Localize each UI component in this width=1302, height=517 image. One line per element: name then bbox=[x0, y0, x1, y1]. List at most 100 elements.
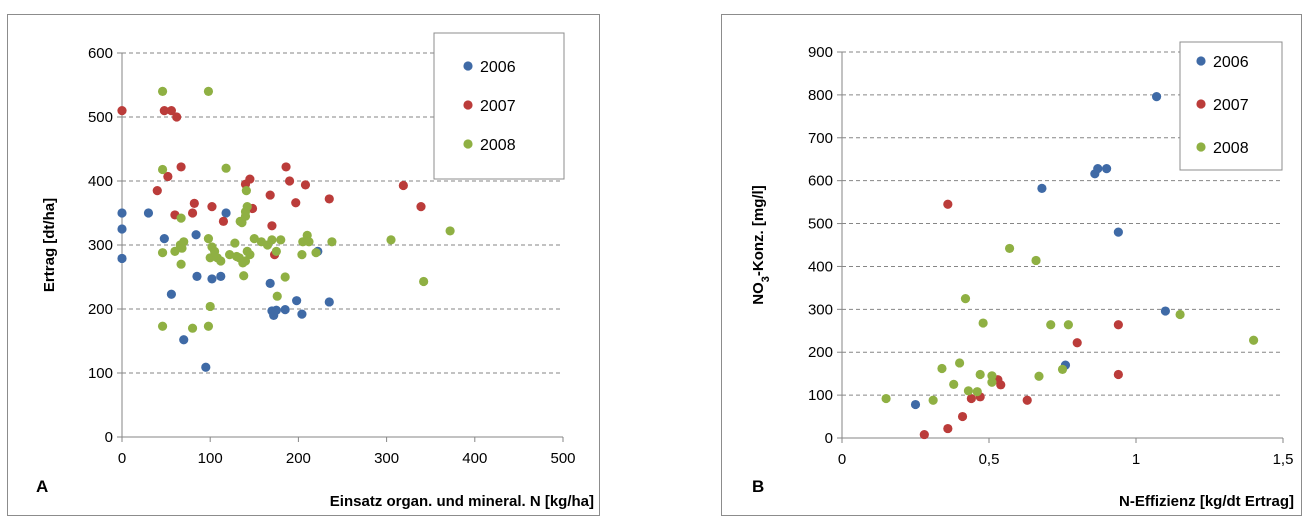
chart-b-y-tick-label: 600 bbox=[808, 173, 833, 190]
chart-a-point-2007 bbox=[265, 190, 275, 200]
chart-a-point-2008 bbox=[249, 234, 259, 244]
chart-b-y-axis-title-sub: 3 bbox=[760, 276, 772, 282]
chart-a-point-2008 bbox=[203, 234, 214, 244]
chart-a-point-2008 bbox=[203, 86, 214, 96]
chart-a-y-tick-label: 600 bbox=[88, 45, 113, 62]
chart-a-x-tick-label: 400 bbox=[462, 450, 487, 467]
chart-a-point-2006 bbox=[117, 224, 127, 234]
chart-b-y-tick-label: 700 bbox=[808, 130, 833, 147]
chart-b-y-axis-title: NO3-Konz. [mg/l] bbox=[750, 185, 772, 304]
chart-b-point-2008 bbox=[928, 395, 938, 405]
chart-a-point-2008 bbox=[245, 250, 255, 260]
chart-a-point-2008 bbox=[221, 163, 231, 173]
chart-b-legend-label: 2008 bbox=[1213, 140, 1249, 157]
chart-b-point-2008 bbox=[1034, 371, 1044, 381]
chart-b-point-2007 bbox=[1022, 395, 1032, 405]
chart-a-legend-label: 2007 bbox=[480, 98, 516, 115]
chart-b-point-2008 bbox=[1249, 335, 1259, 345]
chart-a-legend-marker-2007 bbox=[463, 100, 473, 110]
chart-a-point-2008 bbox=[225, 250, 235, 260]
chart-b-point-2008 bbox=[955, 358, 965, 368]
chart-b-legend-label: 2006 bbox=[1213, 54, 1249, 71]
chart-a-point-2008 bbox=[297, 250, 307, 260]
chart-a-point-2008 bbox=[187, 323, 198, 333]
chart-a-point-2008 bbox=[157, 164, 168, 175]
chart-b-point-2008 bbox=[1063, 320, 1073, 330]
chart-a-point-2007 bbox=[281, 162, 291, 172]
chart-b-y-axis-title-main: NO bbox=[750, 282, 767, 305]
chart-b-point-2008 bbox=[881, 393, 891, 404]
chart-a-point-2008 bbox=[386, 235, 396, 245]
chart-a-y-tick-label: 300 bbox=[88, 237, 113, 254]
chart-a-point-2008 bbox=[241, 186, 251, 196]
chart-a-point-2008 bbox=[445, 226, 455, 236]
chart-a-panel: 0 100 200 300 400 500 600 0 100 200 300 400 500 Einsa… bbox=[7, 14, 600, 516]
chart-a-point-2006 bbox=[179, 335, 189, 345]
chart-a-point-2007 bbox=[218, 216, 229, 226]
chart-b-point-2008 bbox=[1057, 364, 1068, 374]
chart-a-point-2008 bbox=[419, 276, 429, 287]
chart-a-point-2006 bbox=[117, 208, 127, 218]
chart-b-point-2008 bbox=[1175, 309, 1185, 320]
chart-b-point-2007 bbox=[966, 393, 976, 404]
chart-a-point-2008 bbox=[176, 213, 186, 223]
chart-a-point-2006 bbox=[191, 230, 201, 240]
chart-b-point-2008 bbox=[949, 379, 959, 389]
chart-a-point-2008 bbox=[276, 235, 286, 245]
chart-a-point-2008 bbox=[272, 291, 282, 301]
chart-b-legend-marker-2008 bbox=[1196, 142, 1206, 152]
chart-a-point-2008 bbox=[271, 246, 281, 256]
chart-a-point-2008 bbox=[157, 86, 168, 96]
chart-b-y-tick-label: 300 bbox=[808, 301, 833, 318]
chart-b-legend-marker-2007 bbox=[1196, 99, 1206, 109]
chart-a-x-tick-label: 200 bbox=[286, 450, 311, 467]
chart-a-point-2008 bbox=[267, 235, 277, 245]
chart-b-point-2006 bbox=[1037, 183, 1047, 193]
chart-a-point-2007 bbox=[159, 106, 169, 116]
chart-b-point-2008 bbox=[987, 371, 997, 381]
chart-b-panel: 0 100 200 300 400 500 600 700 800 900 0 0,5 1 1,5 N-Ef… bbox=[721, 14, 1302, 516]
chart-a-point-2008 bbox=[176, 259, 186, 269]
chart-a-y-tick-label: 0 bbox=[105, 429, 113, 446]
chart-a-point-2007 bbox=[207, 202, 217, 212]
chart-a-point-2006 bbox=[207, 274, 217, 284]
chart-a-point-2006 bbox=[271, 305, 281, 315]
chart-a-point-2006 bbox=[117, 253, 127, 264]
chart-b-point-2008 bbox=[975, 369, 985, 380]
chart-a-point-2007 bbox=[189, 198, 199, 208]
chart-a-point-2006 bbox=[201, 362, 211, 372]
chart-a-point-2008 bbox=[280, 272, 290, 282]
chart-b-x-tick-label: 1,5 bbox=[1273, 451, 1294, 468]
chart-a-point-2008 bbox=[311, 248, 321, 258]
chart-a-point-2007 bbox=[117, 106, 127, 116]
chart-a-point-2006 bbox=[166, 289, 176, 299]
chart-a-point-2008 bbox=[327, 237, 337, 247]
chart-a-point-2008 bbox=[304, 237, 314, 247]
chart-b-y-tick-label: 200 bbox=[808, 344, 833, 361]
chart-a-legend-label: 2006 bbox=[480, 59, 516, 76]
chart-b-point-2008 bbox=[1004, 243, 1015, 254]
chart-b-point-2008 bbox=[960, 294, 971, 304]
chart-a-svg: 0 100 200 300 400 500 600 0 100 200 300 400 500 Einsa… bbox=[36, 32, 594, 510]
chart-b-point-2008 bbox=[978, 318, 988, 328]
chart-a-legend-box bbox=[433, 32, 565, 180]
chart-a-point-2007 bbox=[166, 106, 176, 116]
chart-b-point-2007 bbox=[1072, 338, 1082, 348]
chart-b-point-2007 bbox=[943, 423, 953, 434]
chart-b-point-2008 bbox=[1046, 320, 1056, 330]
chart-a-point-2007 bbox=[163, 171, 173, 182]
chart-a-point-2006 bbox=[292, 296, 302, 306]
chart-b-y-tick-label: 900 bbox=[808, 44, 833, 61]
chart-a-point-2007 bbox=[267, 221, 277, 231]
chart-a-point-2007 bbox=[245, 174, 255, 184]
chart-a-point-2006 bbox=[192, 271, 202, 281]
chart-a-point-2006 bbox=[265, 278, 275, 288]
chart-a-point-2008 bbox=[205, 253, 215, 263]
chart-b-y-tick-label: 100 bbox=[808, 387, 833, 404]
chart-b-point-2008 bbox=[963, 386, 974, 396]
chart-b-svg: 0 100 200 300 400 500 600 700 800 900 0 0,5 1 1,5 N-Ef… bbox=[750, 41, 1294, 510]
chart-a-point-2006 bbox=[324, 297, 334, 307]
chart-b-point-2007 bbox=[1113, 369, 1123, 380]
chart-a-x-axis-title: Einsatz organ. und mineral. N [kg/ha] bbox=[330, 493, 594, 510]
chart-a-point-2006 bbox=[280, 305, 290, 315]
